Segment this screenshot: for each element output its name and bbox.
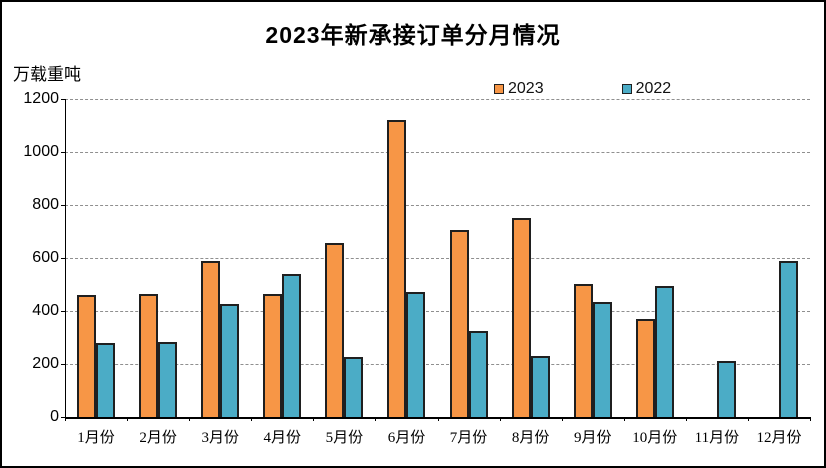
x-tick-12 [810,417,811,421]
y-tick-600 [61,258,65,259]
bar-2023-m5 [325,243,344,417]
legend-label-2022: 2022 [635,80,672,97]
x-axis-label-m3: 3月份 [201,430,239,446]
bar-2022-m1 [96,343,115,417]
bar-2023-m2 [139,294,158,417]
x-tick-2 [189,417,191,421]
y-tick-200 [61,364,65,365]
bar-2023-m8 [512,218,531,417]
y-axis-label-1200: 1200 [23,90,59,107]
y-tick-1000 [61,152,65,153]
bar-2022-m9 [593,302,612,417]
bar-2023-m3 [201,261,220,417]
x-axis-label-m10: 10月份 [632,430,678,446]
x-tick-7 [499,417,501,421]
legend-swatch-2023-icon [494,84,504,94]
y-tick-1200 [61,99,65,100]
y-tick-0 [61,417,65,418]
bar-2022-m11 [717,361,736,417]
x-axis-label-m1: 1月份 [77,430,115,446]
bar-2022-m6 [406,292,425,417]
legend-label-2023: 2023 [508,80,544,97]
x-axis-label-m9: 9月份 [573,430,612,446]
gridline-800 [65,205,810,206]
y-axis-label-200: 200 [32,355,59,372]
gridline-200 [65,364,810,365]
bar-2023-m10 [636,319,655,417]
x-tick-0 [65,417,66,421]
x-tick-9 [623,417,625,421]
y-axis-unit-label: 万载重吨 [13,65,81,84]
bar-2022-m2 [158,342,177,417]
y-axis-label-0: 0 [50,408,59,425]
y-axis-label-800: 800 [32,196,59,213]
y-axis-label-600: 600 [32,249,59,266]
y-tick-800 [61,205,65,206]
x-tick-3 [251,417,253,421]
y-tick-400 [61,311,65,312]
y-axis-label-1000: 1000 [23,143,59,160]
x-axis-label-m2: 2月份 [139,430,177,446]
bar-2022-m5 [344,357,363,417]
x-tick-1 [127,417,129,421]
legend-item-2022: 2022 [621,80,672,98]
legend: 2023 2022 [494,80,671,98]
legend-item-2023: 2023 [494,80,544,98]
x-axis-label-m4: 4月份 [263,430,302,446]
bar-2022-m8 [531,356,550,417]
x-axis-label-m11: 11月份 [694,430,740,446]
bar-2023-m1 [77,295,96,417]
x-axis-label-m6: 6月份 [387,430,426,446]
bar-2022-m4 [282,274,301,417]
x-axis-label-m8: 8月份 [511,430,550,446]
bar-2023-m6 [387,120,406,417]
y-axis-label-400: 400 [32,302,59,319]
bar-2023-m9 [574,284,593,417]
x-tick-10 [685,417,687,421]
gridline-1000 [65,152,810,153]
x-tick-4 [313,417,315,421]
y-axis-line [65,99,66,417]
x-tick-6 [437,417,439,421]
bar-2022-m10 [655,286,674,417]
x-tick-5 [375,417,377,421]
gridline-1200 [65,99,810,100]
gridline-400 [65,311,810,312]
x-axis-label-m5: 5月份 [325,430,364,446]
chart-title: 2023年新承接订单分月情况 [265,22,561,48]
x-tick-11 [747,417,749,421]
bar-2022-m7 [469,331,488,417]
x-axis-label-m7: 7月份 [449,430,488,446]
bar-2023-m4 [263,294,282,417]
x-axis-label-m12: 12月份 [756,430,802,446]
bar-2022-m12 [779,261,798,417]
gridline-600 [65,258,810,259]
legend-swatch-2022-icon [621,84,632,94]
bar-2022-m3 [220,304,239,417]
x-tick-8 [561,417,563,421]
bar-2023-m7 [450,230,469,417]
